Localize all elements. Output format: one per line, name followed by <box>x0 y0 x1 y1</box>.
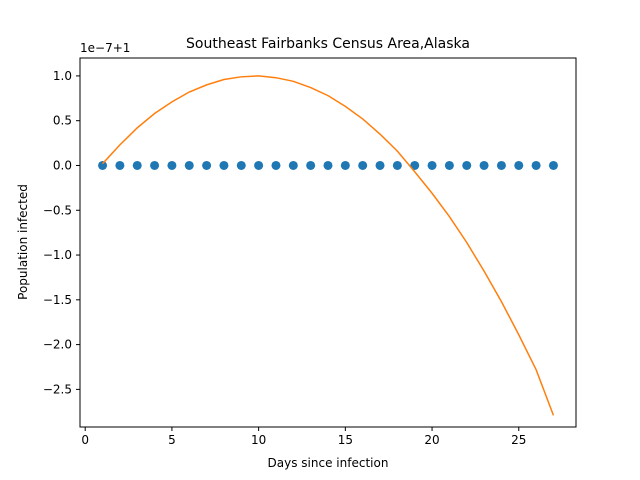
scatter-point <box>167 160 177 170</box>
scatter-point <box>184 160 194 170</box>
x-tick-label: 25 <box>511 433 526 447</box>
y-offset-text: 1e−7+1 <box>80 41 130 55</box>
scatter-point <box>462 160 472 170</box>
y-tick-label: −2.5 <box>43 382 72 396</box>
scatter-point <box>375 160 385 170</box>
scatter-point <box>115 160 125 170</box>
y-tick-label: −1.0 <box>43 248 72 262</box>
scatter-point <box>410 160 420 170</box>
plot-area <box>98 75 558 416</box>
scatter-point <box>236 160 246 170</box>
scatter-point <box>306 160 316 170</box>
scatter-point <box>496 160 506 170</box>
y-tick-label: −1.5 <box>43 293 72 307</box>
scatter-point <box>358 160 368 170</box>
y-tick-label: 0.5 <box>53 114 72 128</box>
x-tick-label: 15 <box>338 433 353 447</box>
y-tick-label: 0.0 <box>53 158 72 172</box>
scatter-point <box>150 160 160 170</box>
x-tick-label: 10 <box>251 433 266 447</box>
scatter-point <box>392 160 402 170</box>
scatter-point <box>514 160 524 170</box>
series-line <box>101 75 555 416</box>
scatter-point <box>531 160 541 170</box>
scatter-point <box>427 160 437 170</box>
axes-frame <box>79 57 577 428</box>
y-tick-label: −2.0 <box>43 338 72 352</box>
scatter-point <box>271 160 281 170</box>
y-tick-label: 1.0 <box>53 69 72 83</box>
x-axis: 0 5 10 15 20 25 <box>81 427 526 447</box>
scatter-point <box>254 160 264 170</box>
x-tick-label: 0 <box>81 433 89 447</box>
x-axis-label: Days since infection <box>268 456 389 470</box>
y-tick-label: −0.5 <box>43 203 72 217</box>
y-axis-label: Population infected <box>16 184 30 300</box>
scatter-point <box>98 160 108 170</box>
x-tick-label: 20 <box>424 433 439 447</box>
scatter-point <box>340 160 350 170</box>
scatter-point <box>444 160 454 170</box>
x-tick-label: 5 <box>168 433 176 447</box>
scatter-point <box>479 160 489 170</box>
chart-title: Southeast Fairbanks Census Area,Alaska <box>186 36 470 52</box>
scatter-point <box>288 160 298 170</box>
scatter-point <box>219 160 229 170</box>
scatter-point <box>323 160 333 170</box>
y-axis: 1.0 0.5 0.0 −0.5 −1.0 −1.5 −2.0 −2.5 <box>43 69 80 396</box>
scatter-point <box>132 160 142 170</box>
scatter-point <box>548 160 558 170</box>
scatter-point <box>202 160 212 170</box>
